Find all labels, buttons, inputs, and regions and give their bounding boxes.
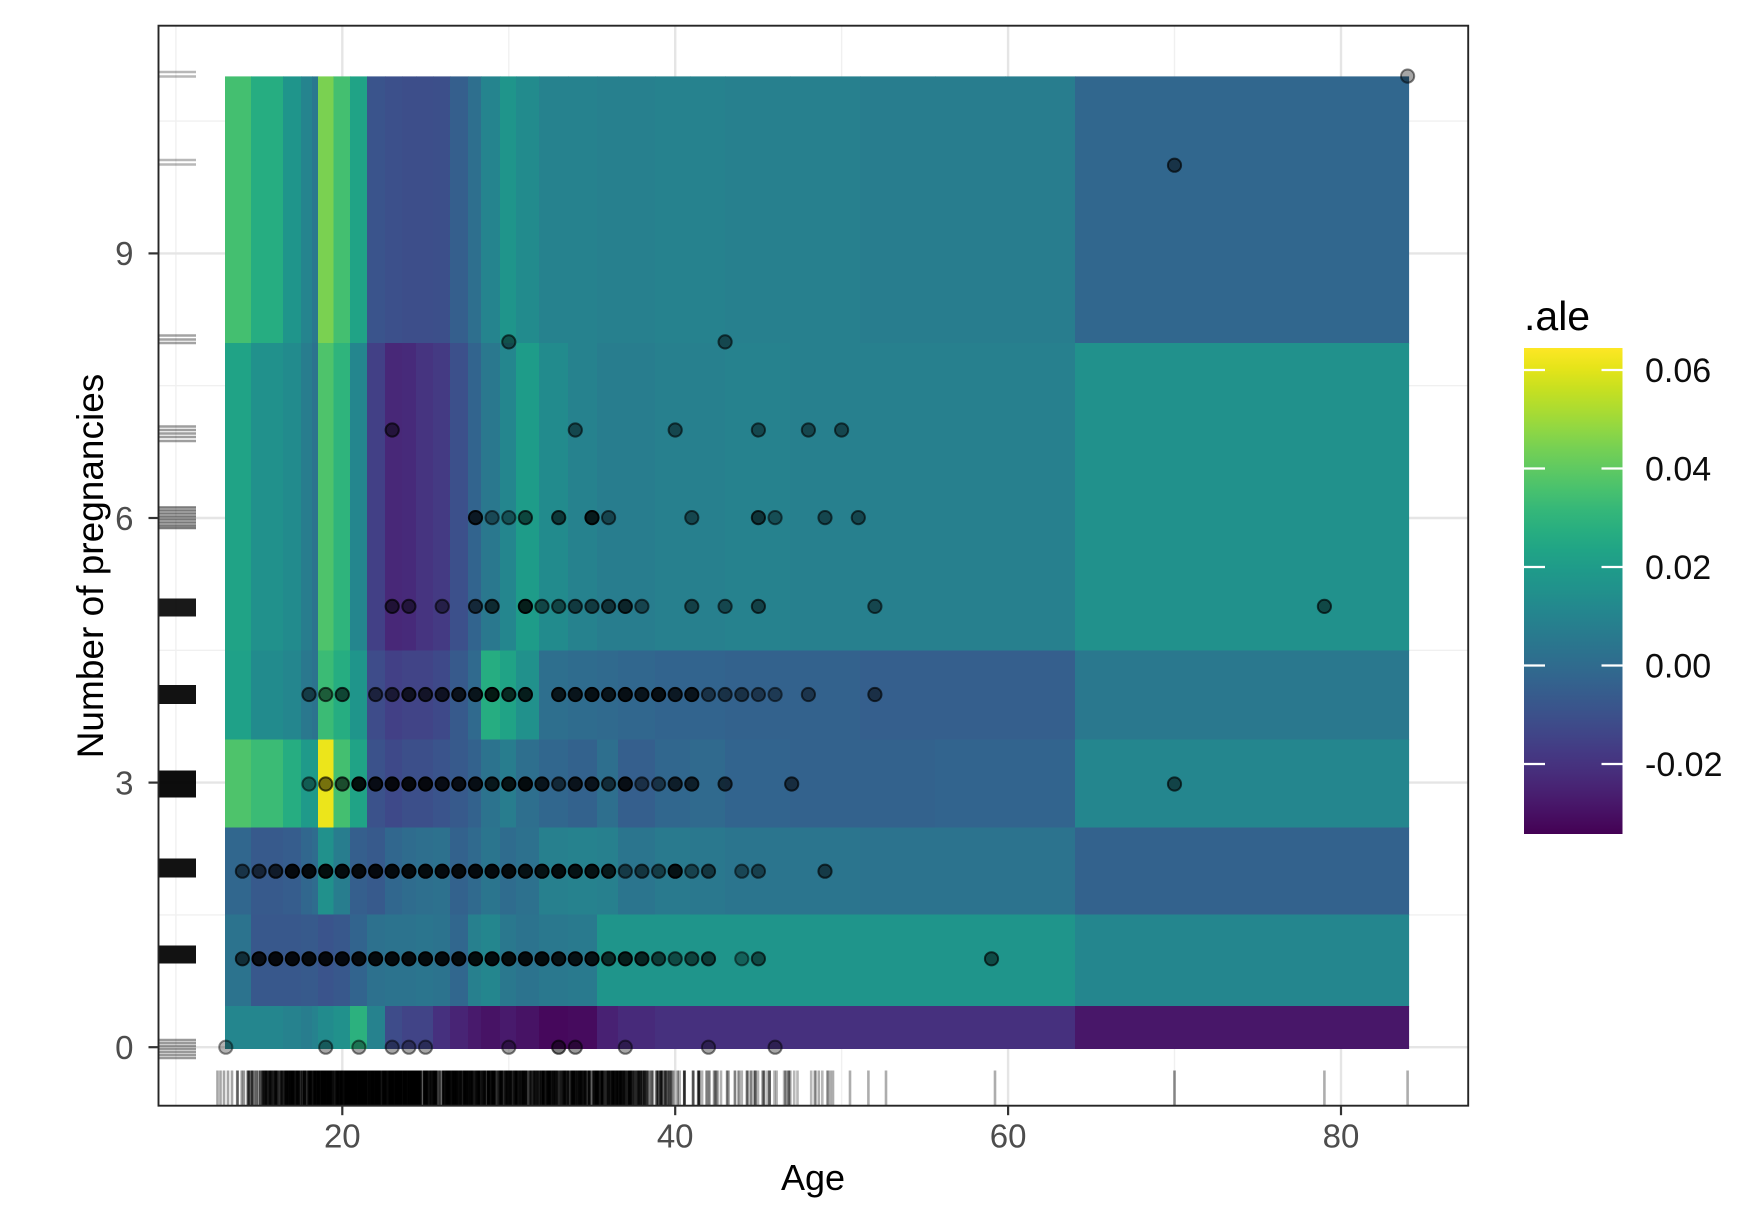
svg-text:9: 9 <box>115 235 133 272</box>
svg-text:40: 40 <box>657 1118 694 1155</box>
svg-text:0: 0 <box>115 1029 133 1066</box>
svg-text:-0.02: -0.02 <box>1645 746 1723 784</box>
svg-text:60: 60 <box>990 1118 1027 1155</box>
svg-text:0.02: 0.02 <box>1645 549 1711 587</box>
svg-text:Number of pregnancies: Number of pregnancies <box>70 374 111 759</box>
svg-text:20: 20 <box>324 1118 361 1155</box>
svg-text:0.04: 0.04 <box>1645 451 1711 489</box>
svg-text:Age: Age <box>781 1157 845 1198</box>
svg-text:80: 80 <box>1323 1118 1360 1155</box>
svg-text:0.06: 0.06 <box>1645 352 1711 390</box>
svg-text:3: 3 <box>115 764 133 801</box>
svg-text:0.00: 0.00 <box>1645 648 1711 686</box>
svg-text:.ale: .ale <box>1524 293 1590 339</box>
svg-text:6: 6 <box>115 500 133 537</box>
